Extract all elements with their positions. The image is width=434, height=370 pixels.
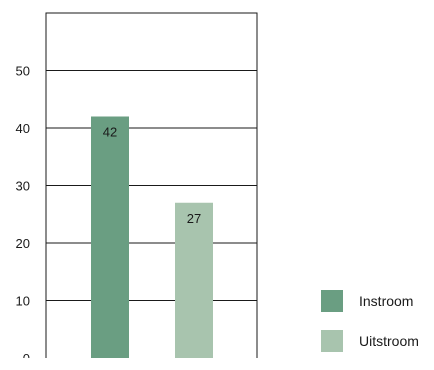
bar-uitstroom bbox=[175, 202, 213, 358]
gridlines bbox=[46, 70, 257, 301]
legend-label-uitstroom: Uitstroom bbox=[359, 333, 419, 349]
bar-instroom bbox=[91, 116, 129, 358]
y-axis-ticks: 0 10 20 30 40 50 bbox=[16, 64, 30, 359]
y-tick-label-40: 40 bbox=[16, 121, 30, 136]
legend-item-instroom: Instroom bbox=[321, 290, 419, 312]
legend-item-uitstroom: Uitstroom bbox=[321, 330, 419, 352]
bar-chart: 0 10 20 30 40 50 42 27 bbox=[16, 12, 258, 359]
plot-frame bbox=[45, 12, 258, 358]
bars bbox=[91, 116, 213, 358]
y-tick-label-0: 0 bbox=[23, 351, 30, 358]
legend-swatch-uitstroom bbox=[321, 330, 343, 352]
legend-swatch-instroom bbox=[321, 290, 343, 312]
legend-label-instroom: Instroom bbox=[359, 293, 414, 309]
data-labels: 42 27 bbox=[103, 125, 201, 226]
data-label-instroom: 42 bbox=[103, 125, 117, 140]
legend: Instroom Uitstroom bbox=[321, 290, 419, 370]
data-label-uitstroom: 27 bbox=[187, 211, 201, 226]
y-tick-label-10: 10 bbox=[16, 294, 30, 309]
y-tick-label-30: 30 bbox=[16, 179, 30, 194]
y-tick-label-20: 20 bbox=[16, 236, 30, 251]
y-tick-label-50: 50 bbox=[16, 64, 30, 79]
